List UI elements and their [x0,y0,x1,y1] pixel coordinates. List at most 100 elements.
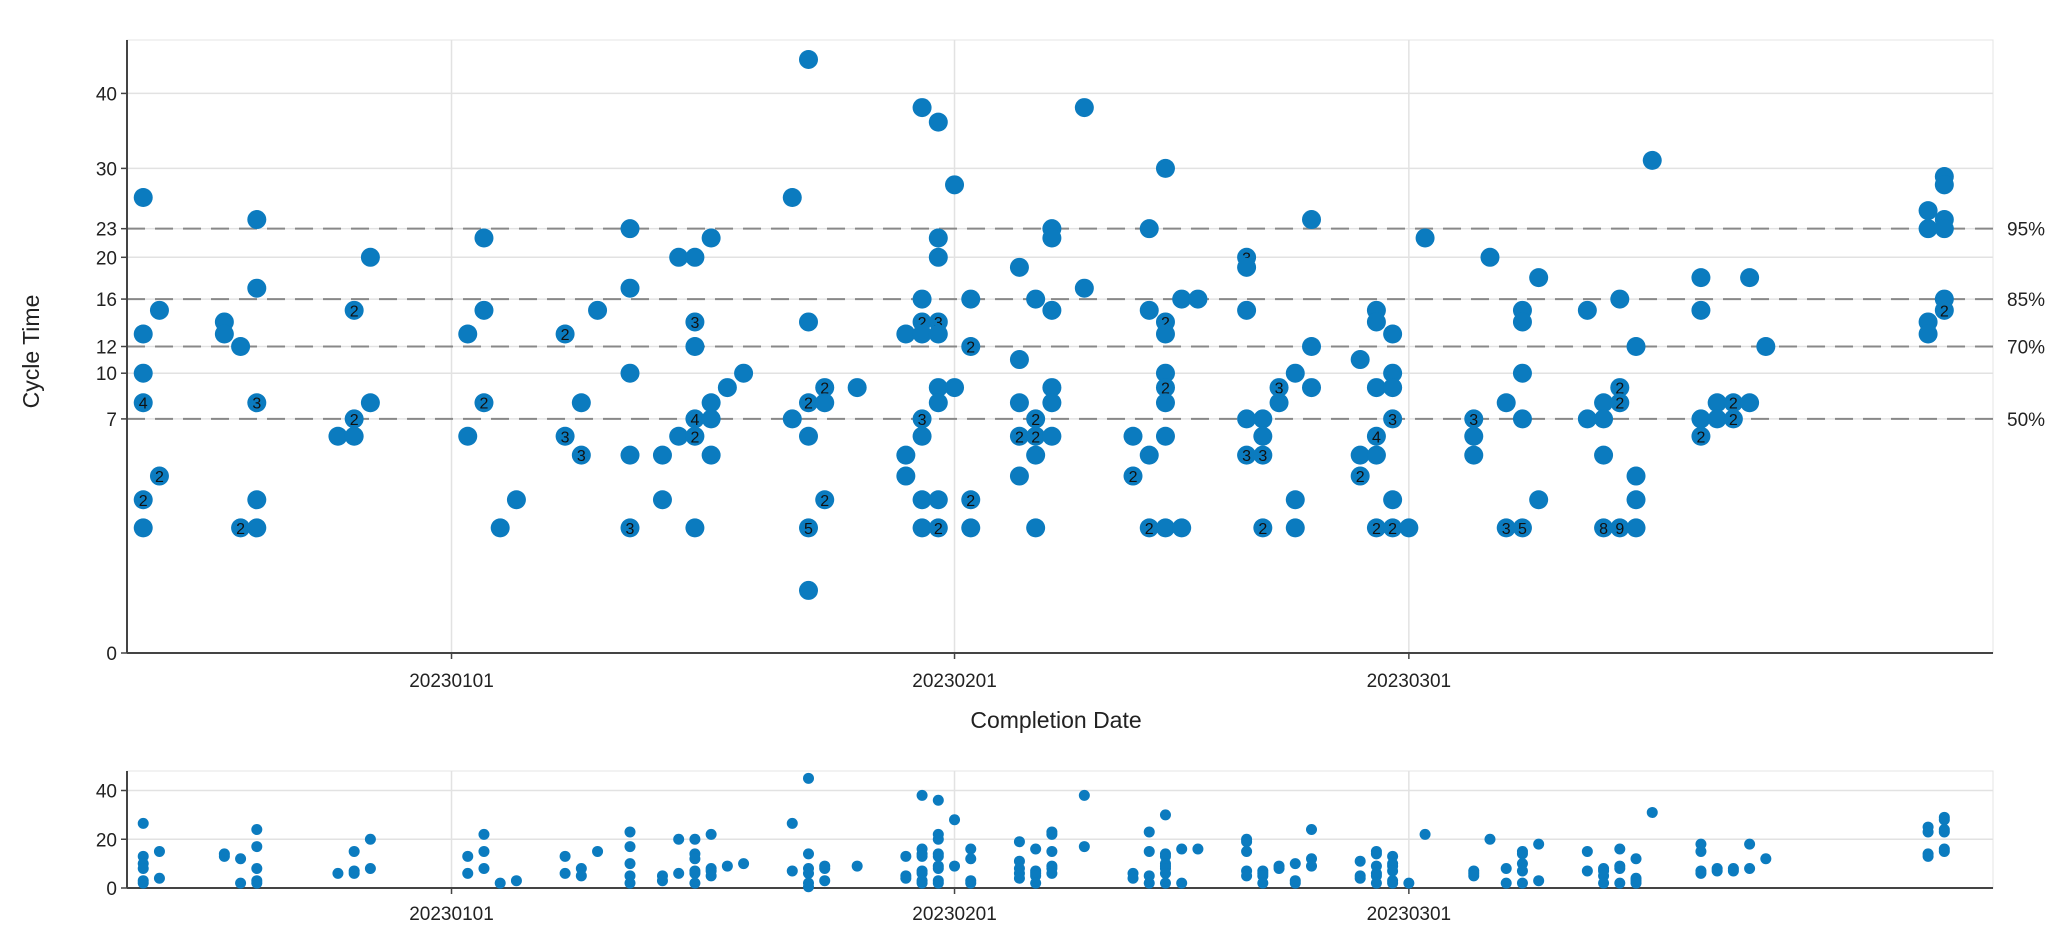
overview-data-point[interactable] [705,828,717,840]
data-point[interactable] [1934,175,1954,195]
overview-data-point[interactable] [1646,806,1658,818]
data-point[interactable] [701,393,721,413]
data-point[interactable] [506,490,526,510]
overview-data-point[interactable] [559,867,571,879]
overview-data-point[interactable] [137,863,149,874]
data-point[interactable] [1529,268,1549,288]
data-point[interactable] [1480,247,1500,267]
data-point[interactable] [247,278,267,298]
data-point[interactable] [701,409,721,429]
overview-data-point[interactable] [1500,863,1512,874]
data-point[interactable] [1009,466,1029,486]
data-point[interactable] [701,445,721,465]
data-point[interactable] [214,324,234,344]
overview-data-point[interactable] [1046,828,1058,840]
data-point[interactable] [133,324,153,344]
data-point[interactable] [1934,300,1954,320]
data-point[interactable] [571,393,591,413]
data-point[interactable] [912,409,932,429]
data-point[interactable] [1366,518,1386,538]
main-plot-points[interactable]: 4222322223333422522233222222222233323242… [133,49,1954,600]
overview-data-point[interactable] [1143,845,1155,857]
overview-data-point[interactable] [949,814,961,826]
data-point[interactable] [782,188,802,208]
overview-data-point[interactable] [965,853,977,865]
data-point[interactable] [685,426,705,446]
overview-data-point[interactable] [1192,843,1204,855]
data-point[interactable] [620,518,640,538]
data-point[interactable] [1610,393,1630,413]
overview-data-point[interactable] [1695,845,1707,857]
data-point[interactable] [133,518,153,538]
data-point[interactable] [798,580,818,600]
overview-data-point[interactable] [1581,845,1593,857]
data-point[interactable] [1512,363,1532,383]
overview-data-point[interactable] [656,875,668,887]
data-point[interactable] [1707,409,1727,429]
overview-data-point[interactable] [721,860,733,872]
overview-data-point[interactable] [1581,865,1593,877]
overview-data-point[interactable] [153,845,165,857]
overview-data-point[interactable] [1046,845,1058,857]
data-point[interactable] [928,324,948,344]
overview-data-point[interactable] [624,877,636,889]
overview-data-point[interactable] [235,853,247,865]
overview-data-point[interactable] [1614,877,1626,889]
data-point[interactable] [1155,378,1175,398]
data-point[interactable] [1723,409,1743,429]
data-point[interactable] [247,210,267,230]
data-point[interactable] [1139,445,1159,465]
overview-data-point[interactable] [1630,853,1642,865]
overview-data-point[interactable] [1533,838,1545,850]
data-point[interactable] [685,337,705,356]
overview-data-point[interactable] [786,817,798,829]
overview-data-point[interactable] [900,850,912,862]
data-point[interactable] [1610,518,1630,538]
data-point[interactable] [149,466,169,486]
data-point[interactable] [1610,289,1630,309]
data-point[interactable] [1496,518,1516,538]
overview-data-point[interactable] [1533,875,1545,887]
data-point[interactable] [474,300,494,320]
data-point[interactable] [1009,257,1029,277]
data-point[interactable] [1155,158,1175,178]
data-point[interactable] [1610,378,1630,398]
overview-data-point[interactable] [624,826,636,838]
data-point[interactable] [1642,150,1662,170]
data-point[interactable] [1594,409,1614,429]
data-point[interactable] [1366,445,1386,465]
overview-data-point[interactable] [1241,870,1253,882]
data-point[interactable] [912,98,932,118]
overview-data-point[interactable] [624,841,636,853]
data-point[interactable] [490,518,510,538]
overview-data-point[interactable] [510,875,522,887]
data-point[interactable] [669,426,689,446]
data-point[interactable] [945,378,965,398]
overview-data-point[interactable] [1403,877,1415,889]
overview-data-point[interactable] [1711,865,1723,877]
data-point[interactable] [798,312,818,332]
overview-data-point[interactable] [348,845,360,857]
data-point[interactable] [555,426,575,446]
data-point[interactable] [1740,268,1760,288]
data-point[interactable] [782,409,802,429]
data-point[interactable] [1594,518,1614,538]
data-point[interactable] [360,247,380,267]
data-point[interactable] [1707,393,1727,413]
overview-data-point[interactable] [153,872,165,884]
data-point[interactable] [1026,409,1046,429]
data-point[interactable] [1350,350,1370,370]
overview-data-point[interactable] [965,877,977,889]
data-point[interactable] [1383,490,1403,510]
overview-data-point[interactable] [1516,877,1528,889]
data-point[interactable] [1026,426,1046,446]
data-point[interactable] [1366,378,1386,398]
data-point[interactable] [652,490,672,510]
overview-data-point[interactable] [1614,843,1626,855]
overview-data-point[interactable] [1922,850,1934,862]
data-point[interactable] [1350,445,1370,465]
overview-data-point[interactable] [1354,872,1366,884]
data-point[interactable] [1383,378,1403,398]
data-point[interactable] [1626,518,1646,538]
overview-data-point[interactable] [624,858,636,870]
